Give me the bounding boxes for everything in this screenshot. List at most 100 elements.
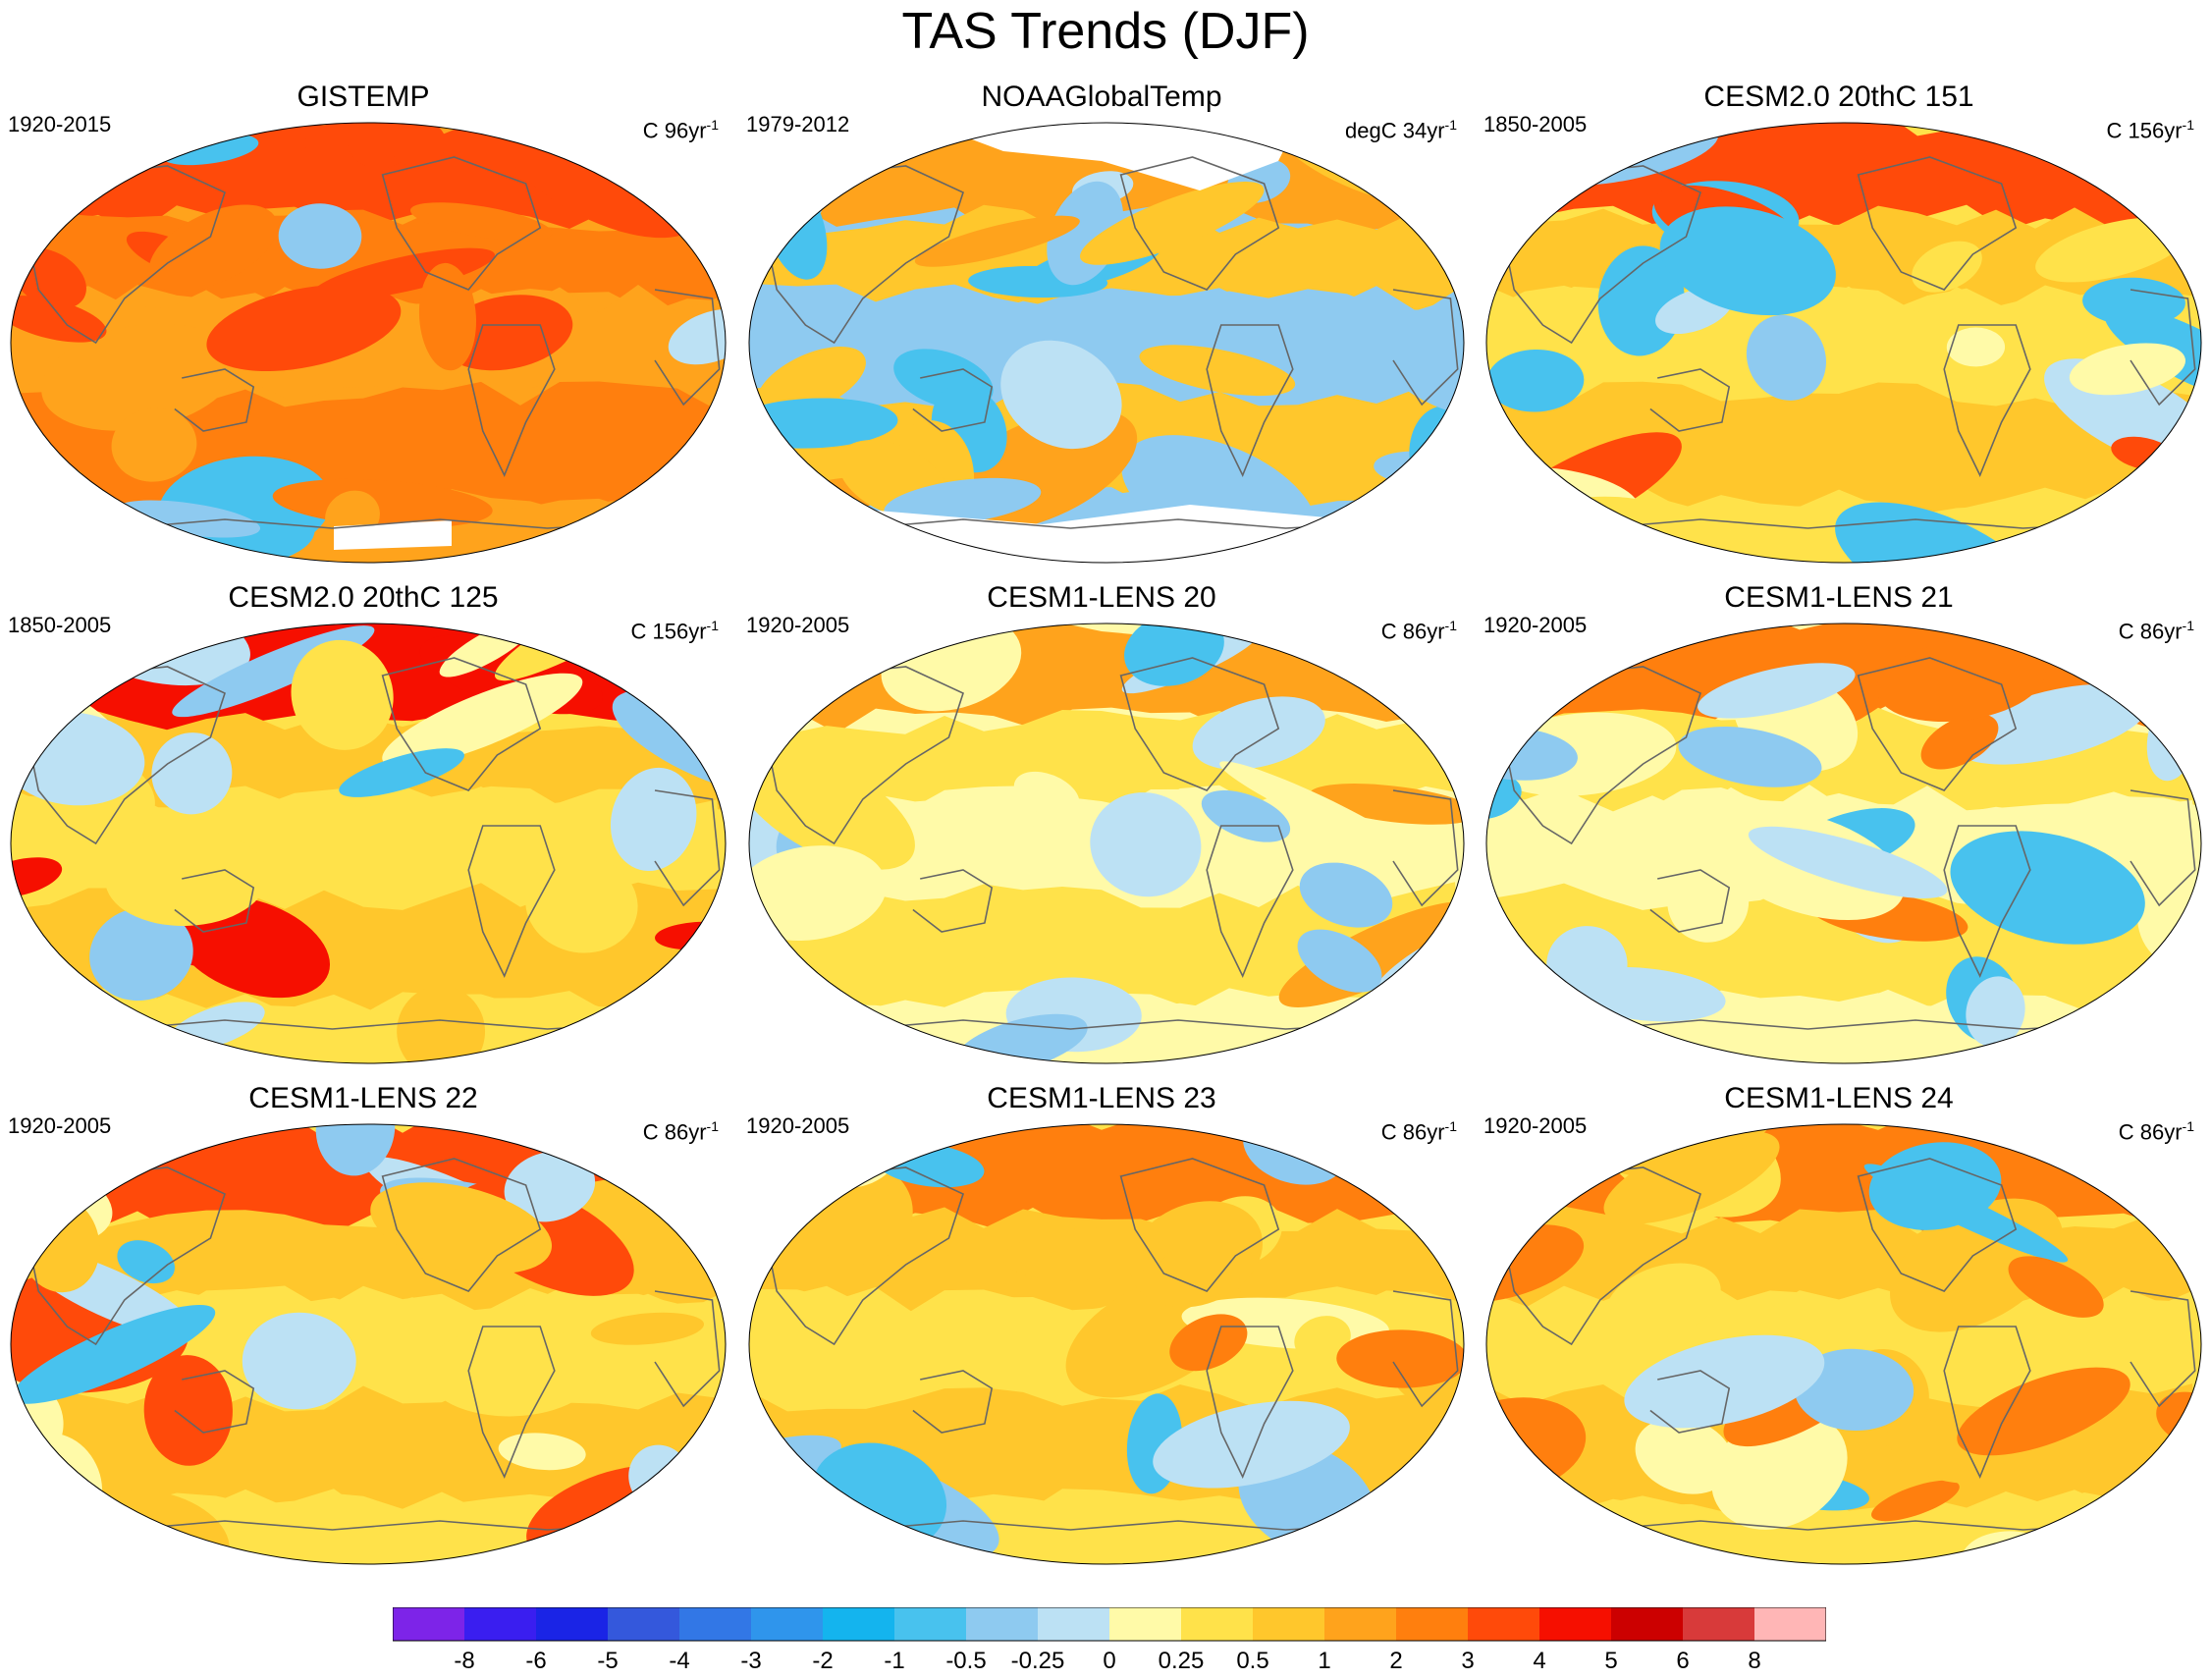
warming-region xyxy=(1635,1417,1734,1494)
trend-map xyxy=(748,122,1465,564)
coastline xyxy=(1649,1370,1731,1434)
warming-region xyxy=(1966,976,2025,1048)
cooling-region xyxy=(151,732,233,815)
warming-region xyxy=(111,407,197,482)
colorbar-tick-label: -0.25 xyxy=(1011,1648,1065,1674)
warming-region xyxy=(749,845,887,942)
coastline xyxy=(1943,1326,2031,1479)
cooling-region xyxy=(116,500,261,538)
colorbar-swatch xyxy=(393,1607,464,1641)
panel-units-exponent: -1 xyxy=(2182,1118,2194,1134)
coastline xyxy=(862,1019,1365,1030)
colorbar-tick-label: -5 xyxy=(597,1648,618,1674)
colorbar-swatch xyxy=(679,1607,751,1641)
colorbar-swatch xyxy=(1324,1607,1396,1641)
cooling-region xyxy=(242,1312,356,1410)
warming-region xyxy=(525,855,638,953)
coastline xyxy=(1599,518,2102,529)
coastline xyxy=(1857,156,2018,291)
warming-region xyxy=(2035,217,2189,283)
coastline xyxy=(124,1520,626,1531)
colorbar-swatch xyxy=(1539,1607,1611,1641)
panel-units: C 156yr-1 xyxy=(631,613,720,644)
trend-map xyxy=(10,1123,727,1565)
coastline xyxy=(2130,789,2196,907)
coastline xyxy=(2130,289,2196,406)
warming-region xyxy=(1957,1367,2130,1456)
colorbar-swatch xyxy=(1181,1607,1253,1641)
panel-period: 1850-2005 xyxy=(8,613,112,637)
coastline xyxy=(1119,1158,1280,1292)
colorbar-tick-label: 0.5 xyxy=(1236,1648,1268,1674)
map-panel: CESM1-LENS 21 1920-2005 C 86yr-1 xyxy=(1476,581,2202,1064)
warming-region xyxy=(1667,861,1750,943)
coastline xyxy=(174,368,255,432)
map-outline xyxy=(10,1123,727,1565)
warming-region xyxy=(1090,792,1202,897)
cooling-region xyxy=(2097,495,2201,563)
panel-units-text: C 156yr xyxy=(2106,118,2183,143)
warming-region xyxy=(41,323,237,431)
warming-region xyxy=(498,1433,586,1471)
map-outline xyxy=(1485,122,2202,564)
warming-region xyxy=(1912,241,1982,293)
figure-title: TAS Trends (DJF) xyxy=(901,3,1310,60)
warming-region xyxy=(756,346,866,416)
warming-region xyxy=(390,123,447,167)
colorbar-swatch xyxy=(536,1607,608,1641)
panel-period: 1850-2005 xyxy=(1483,112,1588,136)
coastline xyxy=(654,289,721,406)
warming-region xyxy=(1013,771,1080,818)
coastline xyxy=(1857,657,2018,791)
colorbar-tick-label: -8 xyxy=(454,1648,474,1674)
panel-units-text: C 86yr xyxy=(1380,1119,1445,1145)
warming-region xyxy=(206,284,402,372)
map-outline xyxy=(1485,1123,2202,1565)
trend-map xyxy=(1485,122,2202,564)
coastline xyxy=(1599,1019,2102,1030)
warming-region xyxy=(998,1523,1195,1562)
cooling-region xyxy=(1486,349,1585,412)
panel-units-text: degC 34yr xyxy=(1345,118,1445,143)
warming-region xyxy=(1955,683,2151,765)
warming-region xyxy=(11,857,63,898)
trend-map xyxy=(10,122,727,564)
warming-region xyxy=(1139,345,1296,397)
coastline xyxy=(1649,368,1731,432)
colorbar-tick-label: -6 xyxy=(525,1648,546,1674)
colorbar-swatch xyxy=(1253,1607,1324,1641)
panel-period: 1920-2005 xyxy=(8,1113,112,1138)
coastline xyxy=(1392,289,1459,406)
colorbar-tick-label: -2 xyxy=(812,1648,833,1674)
colorbar-tick-label: 1 xyxy=(1318,1648,1330,1674)
colorbar-tick-label: 4 xyxy=(1533,1648,1545,1674)
panel-units: C 86yr-1 xyxy=(2119,613,2194,644)
map-panel: CESM1-LENS 22 1920-2005 C 86yr-1 xyxy=(0,1082,727,1565)
coastline xyxy=(1206,825,1294,978)
coastline xyxy=(1206,324,1294,477)
colorbar-swatch xyxy=(608,1607,679,1641)
coastline xyxy=(912,368,994,432)
cooling-region xyxy=(2082,277,2185,326)
colorbar-tick-label: 2 xyxy=(1389,1648,1402,1674)
panel-title: CESM2.0 20thC 125 xyxy=(228,581,499,614)
panel-units-text: C 86yr xyxy=(2118,619,2183,644)
warming-region xyxy=(1748,826,1948,898)
map-outline xyxy=(1485,623,2202,1064)
coastline xyxy=(654,789,721,907)
colorbar-tick-label: -4 xyxy=(669,1648,689,1674)
cooling-region xyxy=(89,907,193,1002)
warming-region xyxy=(1354,1509,1408,1545)
warming-region xyxy=(2008,1256,2104,1318)
coastline xyxy=(1119,657,1280,791)
coastline xyxy=(1119,156,1280,291)
warming-region xyxy=(11,623,59,663)
map-outline xyxy=(10,623,727,1064)
panel-period: 1979-2012 xyxy=(746,112,850,136)
colorbar-tick-label: -0.5 xyxy=(945,1648,986,1674)
cooling-region xyxy=(1835,502,2042,563)
coastline xyxy=(1857,1158,2018,1292)
warming-region xyxy=(1002,1227,1169,1281)
panel-units: C 86yr-1 xyxy=(1381,1113,1457,1145)
coastline xyxy=(1599,1520,2102,1531)
